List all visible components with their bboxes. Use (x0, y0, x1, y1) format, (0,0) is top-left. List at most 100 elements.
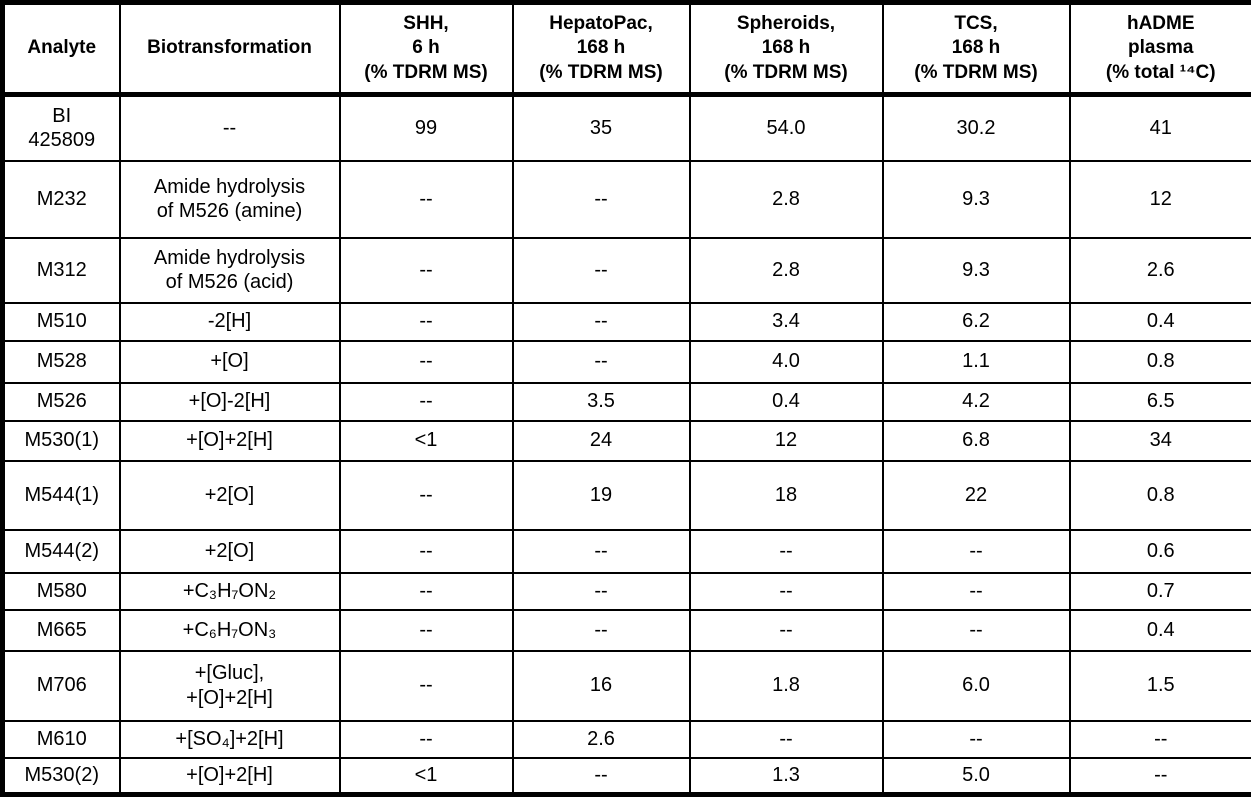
cell-hepatopac: -- (511, 528, 691, 574)
cell-tcs: 5.0 (881, 756, 1071, 796)
cell-hepatopac: -- (511, 159, 691, 239)
cell-analyte: M665 (1, 608, 121, 652)
cell-analyte: M706 (1, 649, 121, 722)
table-row-m544-2: M544(2) +2[O] -- -- -- -- 0.6 (1, 528, 1251, 574)
cell-shh: -- (338, 159, 514, 239)
cell-biotransformation: +[O] (118, 339, 341, 384)
cell-hadme: 2.6 (1068, 236, 1251, 304)
table-row-m580: M580 +C₃H₇ON₂ -- -- -- -- 0.7 (1, 571, 1251, 611)
cell-spheroids: 0.4 (688, 381, 884, 422)
cell-hadme: 0.7 (1068, 571, 1251, 611)
cell-tcs: 6.8 (881, 419, 1071, 462)
cell-biotransformation: +[O]-2[H] (118, 381, 341, 422)
cell-hepatopac: 19 (511, 459, 691, 531)
column-header-analyte: Analyte (1, 1, 121, 97)
cell-biotransformation: +[SO₄]+2[H] (118, 719, 341, 759)
column-header-hadme-plasma: hADME plasma (% total ¹⁴C) (1068, 1, 1251, 97)
cell-biotransformation: +[Gluc], +[O]+2[H] (118, 649, 341, 722)
table-row-bi-425809: BI 425809 -- 99 35 54.0 30.2 41 (1, 93, 1251, 162)
cell-tcs: 4.2 (881, 381, 1071, 422)
column-header-spheroids: Spheroids, 168 h (% TDRM MS) (688, 1, 884, 97)
cell-tcs: -- (881, 608, 1071, 652)
cell-analyte: M580 (1, 571, 121, 611)
cell-tcs: 6.0 (881, 649, 1071, 722)
column-header-tcs: TCS, 168 h (% TDRM MS) (881, 1, 1071, 97)
cell-hepatopac: 3.5 (511, 381, 691, 422)
cell-spheroids: -- (688, 571, 884, 611)
cell-shh: -- (338, 339, 514, 384)
cell-hadme: 0.4 (1068, 301, 1251, 342)
table-row-m528: M528 +[O] -- -- 4.0 1.1 0.8 (1, 339, 1251, 384)
cell-spheroids: 2.8 (688, 159, 884, 239)
cell-hadme: 34 (1068, 419, 1251, 462)
cell-shh: -- (338, 528, 514, 574)
cell-analyte: M544(2) (1, 528, 121, 574)
cell-shh: -- (338, 381, 514, 422)
cell-hepatopac: 2.6 (511, 719, 691, 759)
cell-biotransformation: -2[H] (118, 301, 341, 342)
cell-analyte: M530(2) (1, 756, 121, 796)
cell-hadme: 0.8 (1068, 459, 1251, 531)
cell-analyte: M312 (1, 236, 121, 304)
table-row-m312: M312 Amide hydrolysis of M526 (acid) -- … (1, 236, 1251, 304)
cell-hepatopac: -- (511, 608, 691, 652)
header-row: Analyte Biotransformation SHH, 6 h (% TD… (1, 1, 1251, 97)
cell-spheroids: 1.8 (688, 649, 884, 722)
cell-hadme: 41 (1068, 93, 1251, 162)
table-row-m526: M526 +[O]-2[H] -- 3.5 0.4 4.2 6.5 (1, 381, 1251, 422)
cell-spheroids: 4.0 (688, 339, 884, 384)
cell-hadme: -- (1068, 719, 1251, 759)
cell-hepatopac: -- (511, 301, 691, 342)
cell-biotransformation: -- (118, 93, 341, 162)
cell-shh: -- (338, 649, 514, 722)
table-row-m530-2: M530(2) +[O]+2[H] <1 -- 1.3 5.0 -- (1, 756, 1251, 796)
cell-hepatopac: 24 (511, 419, 691, 462)
cell-biotransformation: +C₃H₇ON₂ (118, 571, 341, 611)
cell-spheroids: 3.4 (688, 301, 884, 342)
cell-shh: <1 (338, 419, 514, 462)
cell-hepatopac: -- (511, 571, 691, 611)
cell-biotransformation: +[O]+2[H] (118, 419, 341, 462)
cell-analyte: M510 (1, 301, 121, 342)
cell-analyte: M530(1) (1, 419, 121, 462)
cell-analyte: M526 (1, 381, 121, 422)
cell-hadme: 0.8 (1068, 339, 1251, 384)
table-row-m665: M665 +C₆H₇ON₃ -- -- -- -- 0.4 (1, 608, 1251, 652)
cell-biotransformation: +2[O] (118, 528, 341, 574)
cell-biotransformation: +2[O] (118, 459, 341, 531)
table-row-m510: M510 -2[H] -- -- 3.4 6.2 0.4 (1, 301, 1251, 342)
table-row-m530-1: M530(1) +[O]+2[H] <1 24 12 6.8 34 (1, 419, 1251, 462)
cell-hadme: 1.5 (1068, 649, 1251, 722)
cell-biotransformation: Amide hydrolysis of M526 (acid) (118, 236, 341, 304)
column-header-hepatopac: HepatoPac, 168 h (% TDRM MS) (511, 1, 691, 97)
cell-hadme: 0.6 (1068, 528, 1251, 574)
cell-hepatopac: -- (511, 756, 691, 796)
cell-hepatopac: 16 (511, 649, 691, 722)
cell-hadme: -- (1068, 756, 1251, 796)
table-row-m706: M706 +[Gluc], +[O]+2[H] -- 16 1.8 6.0 1.… (1, 649, 1251, 722)
cell-spheroids: 18 (688, 459, 884, 531)
cell-shh: <1 (338, 756, 514, 796)
cell-hadme: 6.5 (1068, 381, 1251, 422)
cell-spheroids: 2.8 (688, 236, 884, 304)
cell-spheroids: -- (688, 608, 884, 652)
cell-shh: -- (338, 301, 514, 342)
cell-tcs: 9.3 (881, 236, 1071, 304)
cell-shh: -- (338, 236, 514, 304)
cell-tcs: 22 (881, 459, 1071, 531)
cell-biotransformation: Amide hydrolysis of M526 (amine) (118, 159, 341, 239)
table-row-m610: M610 +[SO₄]+2[H] -- 2.6 -- -- -- (1, 719, 1251, 759)
table-row-m232: M232 Amide hydrolysis of M526 (amine) --… (1, 159, 1251, 239)
cell-spheroids: 54.0 (688, 93, 884, 162)
cell-biotransformation: +C₆H₇ON₃ (118, 608, 341, 652)
cell-shh: -- (338, 719, 514, 759)
cell-tcs: -- (881, 528, 1071, 574)
cell-tcs: 9.3 (881, 159, 1071, 239)
cell-biotransformation: +[O]+2[H] (118, 756, 341, 796)
cell-hepatopac: 35 (511, 93, 691, 162)
cell-spheroids: 12 (688, 419, 884, 462)
column-header-shh: SHH, 6 h (% TDRM MS) (338, 1, 514, 97)
table-row-m544-1: M544(1) +2[O] -- 19 18 22 0.8 (1, 459, 1251, 531)
cell-tcs: -- (881, 719, 1071, 759)
